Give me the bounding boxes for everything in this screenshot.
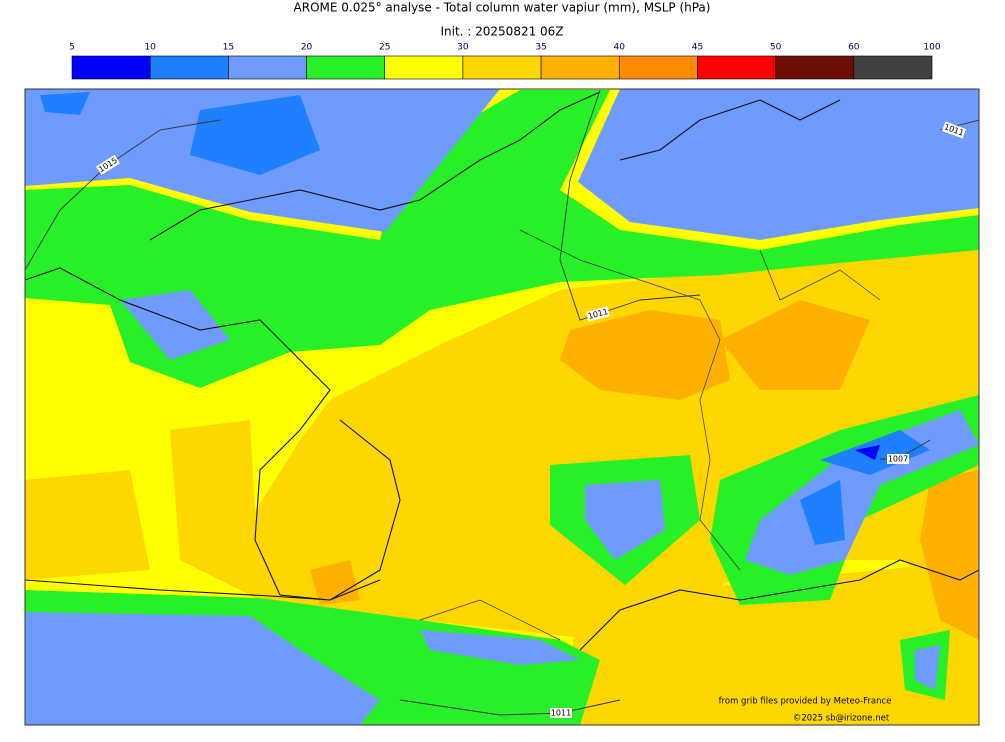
- colorbar-tick-label: 30: [457, 43, 469, 53]
- colorbar-tick-label: 25: [379, 43, 390, 53]
- coastline: [149, 91, 841, 241]
- field: [915, 645, 940, 690]
- field: [920, 470, 979, 640]
- colorbar-segment: [228, 55, 307, 80]
- field: [800, 480, 845, 545]
- field: [25, 612, 380, 725]
- isobar-label: 1007: [888, 455, 908, 464]
- field: [25, 90, 979, 388]
- colorbar-tick-label: 100: [923, 43, 940, 53]
- field: [120, 290, 230, 360]
- colorbar-segment: [697, 55, 776, 80]
- map-frame: [24, 88, 980, 726]
- coastline: [25, 267, 401, 601]
- label-box: [887, 454, 909, 464]
- map: [25, 89, 979, 725]
- colorbar-tick-label: 15: [223, 43, 234, 53]
- colorbar-segment: [853, 55, 933, 80]
- field: [560, 560, 979, 725]
- label-box: [941, 121, 967, 139]
- credit: ©2025 sb@irizone.net: [793, 714, 890, 724]
- colorbar-tick-label: 20: [301, 43, 313, 53]
- label-box: [586, 306, 610, 322]
- field: [420, 630, 580, 665]
- colorbar-tick-label: 5: [69, 43, 75, 53]
- colorbar-segment: [775, 55, 855, 80]
- colorbar-segment: [149, 55, 229, 80]
- field: [585, 480, 665, 560]
- title: AROME 0.025° analyse - Total column wate…: [294, 1, 711, 15]
- subtitle: Init. : 20250821 06Z: [440, 25, 563, 39]
- colorbar-segment: [462, 55, 542, 80]
- coastline: [579, 559, 979, 651]
- field: [40, 92, 90, 115]
- label-box: [96, 154, 120, 176]
- field: [720, 300, 870, 390]
- colorbar-tick-label: 40: [614, 43, 626, 53]
- colorbar-segment: [71, 55, 151, 80]
- field: [190, 95, 320, 175]
- colorbar-tick-label: 35: [535, 43, 546, 53]
- colorbar-tick-label: 10: [144, 43, 156, 53]
- colorbar-tick-label: 50: [770, 43, 782, 53]
- field: [170, 420, 260, 600]
- field: [560, 310, 730, 400]
- colorbar: 5 10 15 20 25 30 35 40 45 50 60 100: [69, 43, 941, 80]
- colorbar-segment: [540, 55, 620, 80]
- field: [310, 560, 360, 605]
- colorbar-tick-label: 60: [848, 43, 860, 53]
- credit: from grib files provided by Meteo-France: [719, 697, 892, 707]
- colorbar-tick-label: 45: [692, 43, 703, 53]
- field: [855, 445, 880, 460]
- isobar-label: 1011: [551, 709, 571, 718]
- border: [419, 229, 881, 641]
- colorbar-segment: [384, 55, 464, 80]
- label-box: [550, 708, 572, 718]
- colorbar-segment: [618, 55, 698, 80]
- isobar-labels: 1015 1011 1011 1007 1011: [96, 121, 967, 718]
- field: [578, 89, 979, 240]
- field: [25, 470, 150, 580]
- colorbar-segment: [306, 55, 386, 80]
